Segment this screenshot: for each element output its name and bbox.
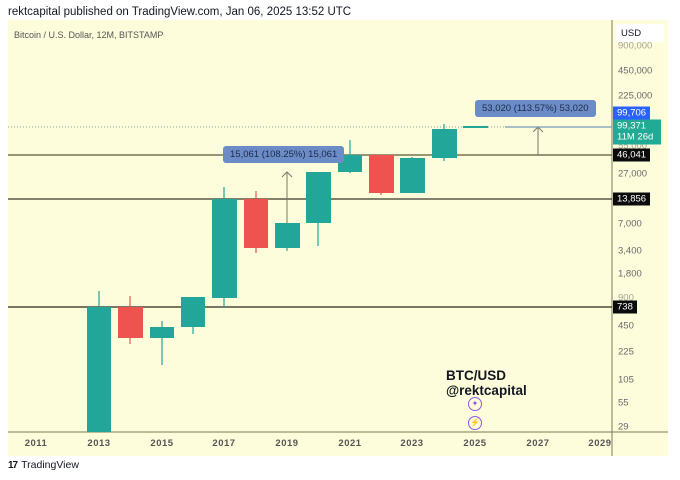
level-tag-13856: 13,856	[613, 192, 651, 206]
time-tick: 2019	[275, 438, 299, 449]
current-price-value: 99,371	[617, 120, 647, 132]
price-tick: 3,400	[618, 245, 642, 257]
price-tick: 1,800	[618, 268, 642, 280]
price-tick: 225,000	[618, 90, 653, 102]
watermark-author: @rektcapital	[446, 383, 527, 398]
price-tick: 900	[618, 292, 634, 304]
arrow-up-icon	[281, 171, 293, 178]
time-tick: 2015	[150, 438, 174, 449]
measure-label-2019[interactable]: 15,061 (108.25%) 15,061	[223, 146, 345, 163]
price-tick: 900,000	[618, 40, 653, 52]
candle-2015[interactable]	[150, 321, 174, 365]
price-tick: 450,000	[618, 65, 653, 77]
price-tick: 55,000	[618, 140, 648, 152]
price-tick: 55	[618, 397, 629, 409]
currency-selector[interactable]: USD	[616, 24, 664, 42]
measure-label-2026[interactable]: 53,020 (113.57%) 53,020	[475, 100, 596, 117]
time-tick: 2027	[526, 438, 550, 449]
candle-2022[interactable]	[369, 155, 394, 195]
watermark: BTC/USD @rektcapital	[446, 368, 527, 398]
candle-2019[interactable]	[275, 223, 300, 251]
time-tick: 2023	[400, 438, 424, 449]
candle-2014[interactable]	[118, 296, 143, 344]
candle-2024[interactable]	[432, 124, 457, 161]
candle-2025[interactable]	[463, 126, 488, 128]
plus-circle-icon[interactable]: ✦	[468, 397, 482, 411]
price-tick: 450	[618, 320, 634, 332]
time-tick: 2017	[212, 438, 236, 449]
high-price-tag: 99,706	[613, 106, 651, 120]
chart-pane[interactable]	[8, 20, 668, 456]
time-tick: 2025	[463, 438, 487, 449]
candle-2017[interactable]	[212, 187, 237, 307]
tradingview-logo-icon: 17	[8, 459, 18, 471]
level-tag-46041: 46,041	[613, 148, 651, 162]
price-tick: 105	[618, 374, 634, 386]
price-tick: 29	[618, 421, 629, 433]
tradingview-logo[interactable]: 17 TradingView	[8, 459, 79, 471]
candle-2013[interactable]	[87, 291, 111, 432]
time-tick: 2021	[338, 438, 362, 449]
bar-countdown: 11M 26d	[617, 131, 654, 142]
time-tick: 2013	[87, 438, 111, 449]
candle-2020[interactable]	[306, 172, 331, 246]
price-tick: 225	[618, 346, 634, 358]
lightning-circle-icon[interactable]: ⚡	[468, 416, 482, 430]
price-tick: 7,000	[618, 218, 642, 230]
candle-2023[interactable]	[400, 157, 425, 193]
time-tick: 2011	[24, 438, 48, 449]
tradingview-brand-text: TradingView	[21, 459, 79, 471]
current-price-tag: 99,371 11M 26d	[613, 119, 661, 145]
watermark-symbol: BTC/USD	[446, 368, 506, 383]
symbol-title[interactable]: Bitcoin / U.S. Dollar, 12M, BITSTAMP	[14, 30, 164, 40]
publisher-header: rektcapital published on TradingView.com…	[8, 6, 352, 18]
time-tick: 2029	[588, 438, 612, 449]
price-tick: 27,000	[618, 168, 648, 180]
candle-2016[interactable]	[181, 297, 205, 334]
candle-2018[interactable]	[244, 191, 268, 253]
level-tag-738: 738	[613, 300, 637, 314]
